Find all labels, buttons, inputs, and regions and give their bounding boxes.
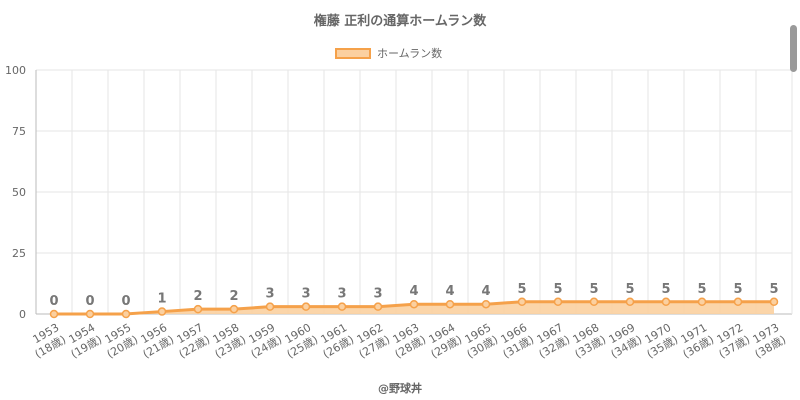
y-tick-label: 50 [12,186,26,199]
data-label: 3 [301,287,310,302]
y-tick-label: 100 [5,64,26,77]
data-label: 2 [229,289,238,304]
data-point[interactable] [589,297,599,307]
data-point[interactable] [481,299,491,309]
x-tick-label: 1962(27歳) [350,321,392,361]
y-tick-label: 25 [12,247,26,260]
data-label: 5 [553,282,562,297]
data-point[interactable] [409,299,419,309]
x-tick-label: 1961(26歳) [314,321,356,361]
data-point[interactable] [229,304,239,314]
data-point[interactable] [661,297,671,307]
x-tick-label: 1973(38歳) [746,321,788,361]
x-tick-label: 1953(18歳) [26,321,68,361]
y-tick-label: 0 [19,308,26,321]
data-label: 5 [589,282,598,297]
x-tick-label: 1966(31歳) [494,321,536,361]
data-label: 1 [157,292,166,307]
x-tick-label: 1965(30歳) [458,321,500,361]
x-tick-label: 1960(25歳) [278,321,320,361]
x-tick-label: 1969(34歳) [602,321,644,361]
x-tick-label: 1954(19歳) [62,321,104,361]
scrollbar-thumb[interactable] [790,25,797,72]
data-label: 4 [445,284,454,299]
x-tick-label: 1959(24歳) [242,321,284,361]
data-point[interactable] [769,297,779,307]
data-label: 3 [373,287,382,302]
data-label: 4 [409,284,418,299]
data-label: 3 [337,287,346,302]
x-tick-label: 1967(32歳) [530,321,572,361]
data-point[interactable] [85,309,95,319]
x-tick-label: 1968(33歳) [566,321,608,361]
data-point[interactable] [49,309,59,319]
x-tick-label: 1957(22歳) [170,321,212,361]
data-point[interactable] [157,307,167,316]
legend[interactable]: ホームラン数 [335,45,442,61]
data-point[interactable] [697,297,707,307]
data-label: 0 [49,294,58,309]
legend-label: ホームラン数 [377,47,443,60]
data-point[interactable] [445,299,455,309]
data-point[interactable] [553,297,563,307]
data-point[interactable] [625,297,635,307]
data-label: 5 [769,282,778,297]
data-point[interactable] [301,302,311,311]
data-label: 5 [625,282,634,297]
data-label: 5 [697,282,706,297]
data-label: 0 [85,294,94,309]
x-tick-label: 1972(37歳) [710,321,752,361]
x-tick-label: 1958(23歳) [206,321,248,361]
data-label: 4 [481,284,490,299]
data-point[interactable] [265,302,275,311]
chart-title: 権藤 正利の通算ホームラン数 [313,14,487,29]
data-label: 0 [121,294,130,309]
credit-text: @野球丼 [378,382,422,395]
data-point[interactable] [337,302,347,311]
data-point[interactable] [373,302,383,311]
x-tick-label: 1971(36歳) [674,321,716,361]
data-point[interactable] [733,297,743,307]
data-label: 5 [661,282,670,297]
x-tick-label: 1970(35歳) [638,321,680,361]
x-tick-label: 1964(29歳) [422,321,464,361]
data-label: 2 [193,289,202,304]
x-tick-label: 1955(20歳) [98,321,140,361]
data-label: 3 [265,287,274,302]
legend-swatch [335,47,371,59]
x-tick-label: 1956(21歳) [134,321,176,361]
data-label: 5 [733,282,742,297]
data-point[interactable] [121,309,131,319]
data-point[interactable] [193,304,203,314]
y-tick-label: 75 [12,125,26,138]
data-point[interactable] [517,297,527,307]
x-tick-label: 1963(28歳) [386,321,428,361]
data-label: 5 [517,282,526,297]
